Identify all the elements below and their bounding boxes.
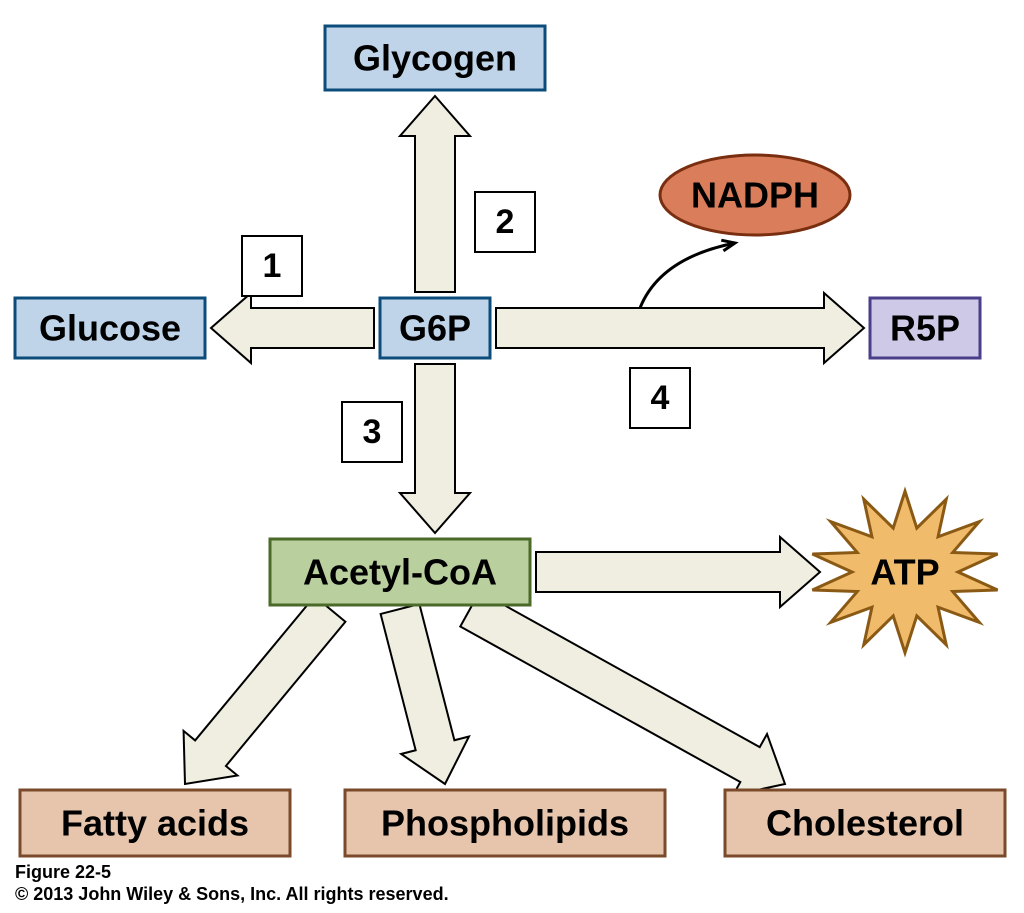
svg-text:Fatty acids: Fatty acids [61, 803, 249, 844]
svg-text:Cholesterol: Cholesterol [766, 803, 964, 844]
svg-text:Glucose: Glucose [39, 308, 181, 349]
svg-text:Phospholipids: Phospholipids [381, 803, 629, 844]
svg-text:G6P: G6P [399, 308, 471, 349]
svg-text:Figure 22-5: Figure 22-5 [15, 862, 111, 882]
metabolic-pathway-diagram: Glycogen G6P Glucose R5P NADPH Acetyl-CoA ATP F… [0, 0, 1024, 913]
svg-text:2: 2 [496, 203, 515, 241]
svg-text:Glycogen: Glycogen [353, 38, 517, 79]
svg-text:ATP: ATP [870, 552, 939, 593]
svg-text:3: 3 [363, 413, 382, 451]
svg-text:R5P: R5P [890, 308, 960, 349]
svg-text:Acetyl-CoA: Acetyl-CoA [303, 552, 497, 593]
svg-text:4: 4 [651, 379, 670, 417]
svg-text:© 2013 John Wiley & Sons, Inc.: © 2013 John Wiley & Sons, Inc. All right… [15, 884, 449, 904]
svg-text:1: 1 [263, 247, 282, 285]
svg-text:NADPH: NADPH [691, 175, 819, 216]
